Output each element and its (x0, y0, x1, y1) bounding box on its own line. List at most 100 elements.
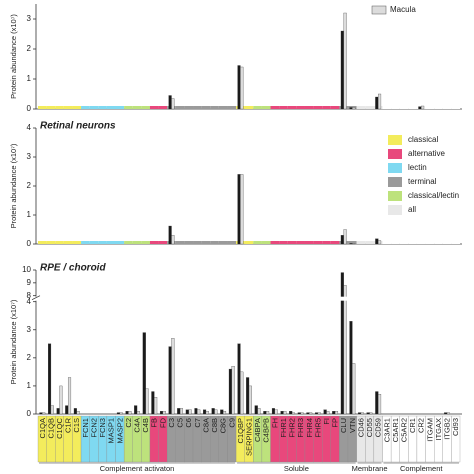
bar (214, 409, 218, 415)
bar (246, 377, 250, 415)
bar (349, 107, 353, 110)
pathway-strip (330, 241, 340, 244)
pathway-strip (55, 241, 64, 244)
pathway-strip (416, 241, 426, 244)
bar (48, 343, 52, 415)
legend-label: Macula (390, 5, 416, 14)
bar (375, 391, 379, 415)
bar (228, 368, 232, 415)
bar (334, 411, 339, 415)
x-tick-label: ITGAM (425, 418, 434, 442)
bar (378, 394, 382, 415)
pathway-strip (287, 106, 297, 109)
y-tick-label: 0 (27, 104, 32, 113)
x-tick-label: CD59 (374, 418, 383, 437)
bar (283, 411, 287, 415)
bar (240, 174, 244, 245)
pathway-strip (106, 106, 116, 109)
bar (194, 408, 198, 415)
y-tick-label: 0 (27, 239, 32, 248)
bar (375, 96, 379, 110)
bar (220, 409, 224, 415)
bar (369, 412, 373, 415)
x-tick-label: FI (322, 418, 331, 425)
x-tick-label: C8G (219, 418, 228, 434)
x-tick-label: C2 (124, 418, 133, 428)
x-tick-label: C1QBP (236, 418, 245, 443)
pathway-strip (46, 241, 56, 244)
bar (162, 411, 166, 415)
bar (314, 412, 319, 415)
pathway-strip (425, 241, 435, 244)
x-tick-label: C1QC (55, 417, 64, 438)
bar (254, 405, 258, 415)
x-tick-label: FHR3 (296, 418, 305, 438)
pathway-strip (158, 241, 168, 244)
x-tick-label: C5AR1 (391, 418, 400, 442)
y-tick-label: 2 (27, 44, 32, 53)
bar (151, 391, 155, 415)
x-tick-label: FD (158, 417, 167, 428)
pathway-strip (149, 241, 159, 244)
bar (231, 366, 235, 415)
pathway-strip (313, 106, 323, 109)
bar (378, 240, 382, 245)
bar (446, 412, 450, 415)
pathway-strip (399, 241, 409, 244)
pathway-legend-label: alternative (408, 149, 445, 158)
bar (343, 229, 347, 245)
pathway-strip (81, 106, 90, 109)
pathway-strip (382, 241, 392, 244)
pathway-strip (408, 106, 417, 109)
bar (179, 408, 184, 415)
x-tick-label: FH (270, 418, 279, 428)
x-tick-label: C4B (141, 418, 150, 433)
pathway-strip (141, 106, 150, 109)
bar (297, 412, 301, 415)
y-axis-label: Protein abundance (x10⁷) (9, 143, 18, 228)
bar (271, 408, 275, 415)
pathway-legend-swatch (388, 205, 402, 215)
pathway-strip (46, 106, 56, 109)
bar (65, 405, 69, 415)
pathway-strip (201, 106, 211, 109)
pathway-strip (201, 241, 211, 244)
pathway-strip (124, 106, 133, 109)
bar (274, 409, 278, 415)
pathway-strip (193, 241, 202, 244)
x-tick-label: MASP2 (115, 418, 124, 443)
pathway-strip (115, 241, 125, 244)
pathway-strip (55, 106, 64, 109)
pathway-strip (365, 241, 374, 244)
panel-title: Retinal neurons (40, 121, 116, 132)
pathway-strip (322, 106, 331, 109)
pathway-legend-swatch (388, 163, 402, 173)
bar (360, 412, 364, 415)
bar (421, 105, 425, 110)
bar (263, 411, 267, 415)
x-tick-label: C1R (64, 417, 73, 433)
pathway-strip (408, 241, 417, 244)
bar (343, 12, 347, 110)
bar (237, 174, 241, 245)
pathway-strip (399, 106, 409, 109)
bar (128, 411, 132, 415)
bar (76, 411, 80, 415)
group-label: Complement (400, 464, 443, 473)
axis-break-line (31, 295, 41, 301)
pathway-strip (434, 241, 443, 244)
pathway-legend-label: lectin (408, 163, 427, 172)
y-tick-label: 1 (27, 210, 32, 219)
bar (289, 411, 293, 415)
y-tick-label: 4 (27, 123, 32, 132)
y-tick-label: 1 (27, 381, 32, 390)
pathway-strip (132, 106, 142, 109)
bar (291, 412, 295, 415)
x-tick-label: FB (150, 418, 159, 428)
y-tick-label: 4 (27, 297, 32, 306)
pathway-legend-label: all (408, 205, 416, 214)
x-tick-label: CD55 (365, 418, 374, 437)
bar (266, 411, 270, 415)
pathway-strip (253, 106, 262, 109)
